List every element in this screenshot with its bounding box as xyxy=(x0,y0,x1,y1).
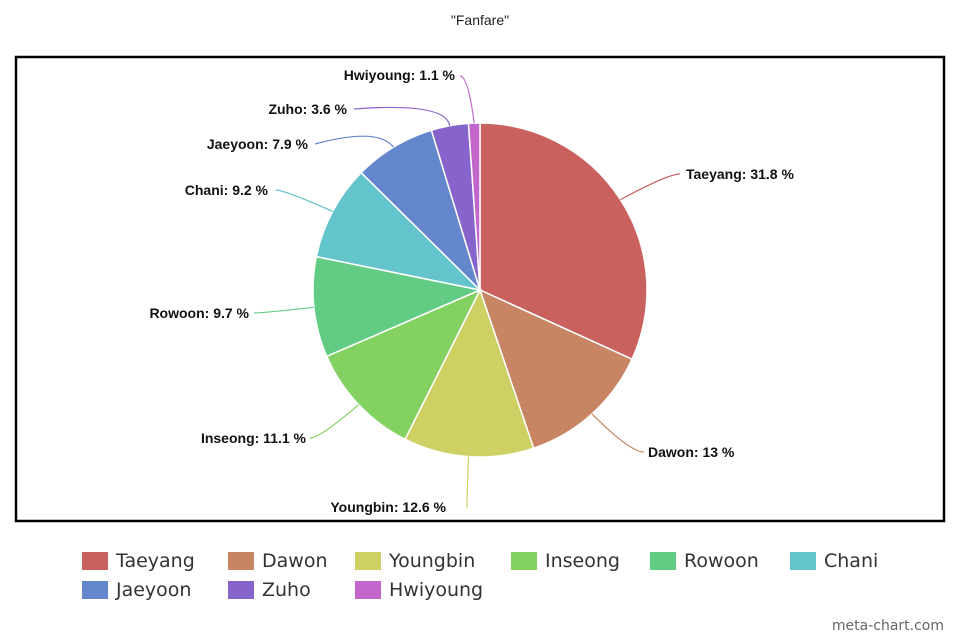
leader-line-dawon xyxy=(591,413,645,453)
pie-slice-inseong xyxy=(325,288,482,441)
slice-label-inseong: Inseong: 11.1 % xyxy=(201,430,307,446)
legend-label: Chani xyxy=(824,550,879,572)
legend-swatch xyxy=(650,552,676,570)
slice-label-taeyang: Taeyang: 31.8 % xyxy=(686,166,794,182)
pie-slice-youngbin xyxy=(404,288,535,458)
leader-line-rowoon xyxy=(253,306,314,314)
legend-swatch xyxy=(511,552,537,570)
legend-label: Zuho xyxy=(262,579,311,601)
legend-label: Youngbin xyxy=(389,550,476,572)
legend-item-taeyang[interactable]: Taeyang xyxy=(82,550,195,572)
legend-item-jaeyoon[interactable]: Jaeyoon xyxy=(82,579,191,601)
legend-label: Inseong xyxy=(545,550,620,572)
leader-line-zuho xyxy=(353,106,451,126)
legend-item-inseong[interactable]: Inseong xyxy=(511,550,620,572)
legend-item-dawon[interactable]: Dawon xyxy=(228,550,327,572)
legend-swatch xyxy=(228,581,254,599)
chart-title: "Fanfare" xyxy=(450,12,510,28)
pie-slice-taeyang xyxy=(479,122,648,361)
leader-line-chani xyxy=(275,189,333,212)
pie-slice-dawon xyxy=(478,288,633,450)
slice-label-chani: Chani: 9.2 % xyxy=(185,182,269,198)
legend-label: Dawon xyxy=(262,550,328,572)
watermark: meta-chart.com xyxy=(831,618,944,634)
slice-label-zuho: Zuho: 3.6 % xyxy=(268,101,347,117)
legend-swatch xyxy=(790,552,816,570)
legend-swatch xyxy=(355,581,381,599)
legend-swatch xyxy=(355,552,381,570)
legend-swatch xyxy=(82,552,108,570)
pie-slice-chani xyxy=(315,171,483,292)
legend-swatch xyxy=(228,552,254,570)
legend-label: Hwiyoung xyxy=(389,579,484,601)
legend-label: Taeyang xyxy=(116,550,195,572)
slice-label-youngbin: Youngbin: 12.6 % xyxy=(330,499,446,515)
slice-label-dawon: Dawon: 13 % xyxy=(648,444,735,460)
legend-item-rowoon[interactable]: Rowoon xyxy=(650,550,759,572)
pie-slice-hwiyoung xyxy=(467,122,481,291)
leader-line-jaeyoon xyxy=(314,135,395,148)
leader-line-inseong xyxy=(309,404,359,439)
legend-item-zuho[interactable]: Zuho xyxy=(228,579,311,601)
slice-label-rowoon: Rowoon: 9.7 % xyxy=(149,305,249,321)
leader-line-youngbin xyxy=(466,456,470,509)
legend-label: Jaeyoon xyxy=(116,579,192,601)
slice-label-hwiyoung: Hwiyoung: 1.1 % xyxy=(344,67,456,83)
legend-item-hwiyoung[interactable]: Hwiyoung xyxy=(355,579,483,601)
legend-swatch xyxy=(82,581,108,599)
legend-item-youngbin[interactable]: Youngbin xyxy=(355,550,475,572)
leader-line-hwiyoung xyxy=(459,75,475,124)
legend-label: Rowoon xyxy=(684,550,759,572)
legend-item-chani[interactable]: Chani xyxy=(790,550,878,572)
leader-line-taeyang xyxy=(620,173,681,201)
slice-label-jaeyoon: Jaeyoon: 7.9 % xyxy=(207,136,309,152)
